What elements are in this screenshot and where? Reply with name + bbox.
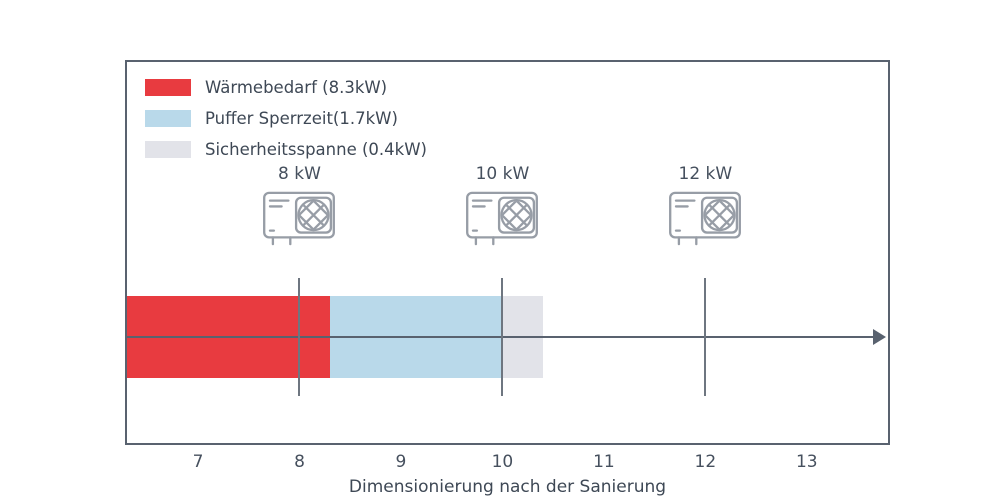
legend-swatch [145, 141, 191, 158]
pump-label: 10 kW [475, 164, 530, 184]
heat-pump-icon [263, 191, 336, 246]
heat-pump [261, 190, 337, 248]
heat-pump-icon [466, 191, 539, 246]
axis-arrow-line [127, 336, 874, 338]
heat-pump [667, 190, 743, 248]
legend-swatch [145, 79, 191, 96]
pumps-layer: 8 kW 10 kW 12 kW [127, 62, 888, 443]
legend-label: Sicherheitsspanne (0.4kW) [205, 140, 427, 159]
legend-item-2: Sicherheitsspanne (0.4kW) [145, 140, 427, 159]
legend-item-0: Wärmebedarf (8.3kW) [145, 78, 427, 97]
pump-label: 12 kW [678, 164, 733, 184]
axis-arrow-head [873, 329, 886, 345]
x-tick-label: 8 [294, 452, 305, 472]
axis-layer [127, 62, 888, 443]
heat-pump [464, 190, 540, 248]
x-tick-label: 7 [192, 452, 204, 472]
pump-guide-line [501, 278, 504, 396]
x-tick-label: 12 [694, 452, 717, 472]
pump-guide-line [298, 278, 301, 396]
legend-label: Puffer Sperrzeit(1.7kW) [205, 109, 398, 128]
x-tick-label: 11 [593, 452, 615, 472]
x-tick-label: 9 [395, 452, 407, 472]
legend-item-1: Puffer Sperrzeit(1.7kW) [145, 109, 427, 128]
legend: Wärmebedarf (8.3kW) Puffer Sperrzeit(1.7k… [145, 78, 427, 159]
x-tick-label: 10 [491, 452, 514, 472]
pump-label: 8 kW [278, 164, 321, 184]
plot-area: 8 kW 10 kW 12 kW Wärmebedarf (8.3kW) Puffer… [125, 60, 890, 445]
legend-label: Wärmebedarf (8.3kW) [205, 78, 388, 97]
x-tick-row: 7 8 9 10 11 12 13 [127, 452, 888, 476]
legend-swatch [145, 110, 191, 127]
heat-pump-icon [669, 191, 742, 246]
pump-guide-line [704, 278, 707, 396]
x-tick-label: 13 [795, 452, 818, 472]
x-axis-label: Dimensionierung nach der Sanierung [348, 477, 667, 497]
